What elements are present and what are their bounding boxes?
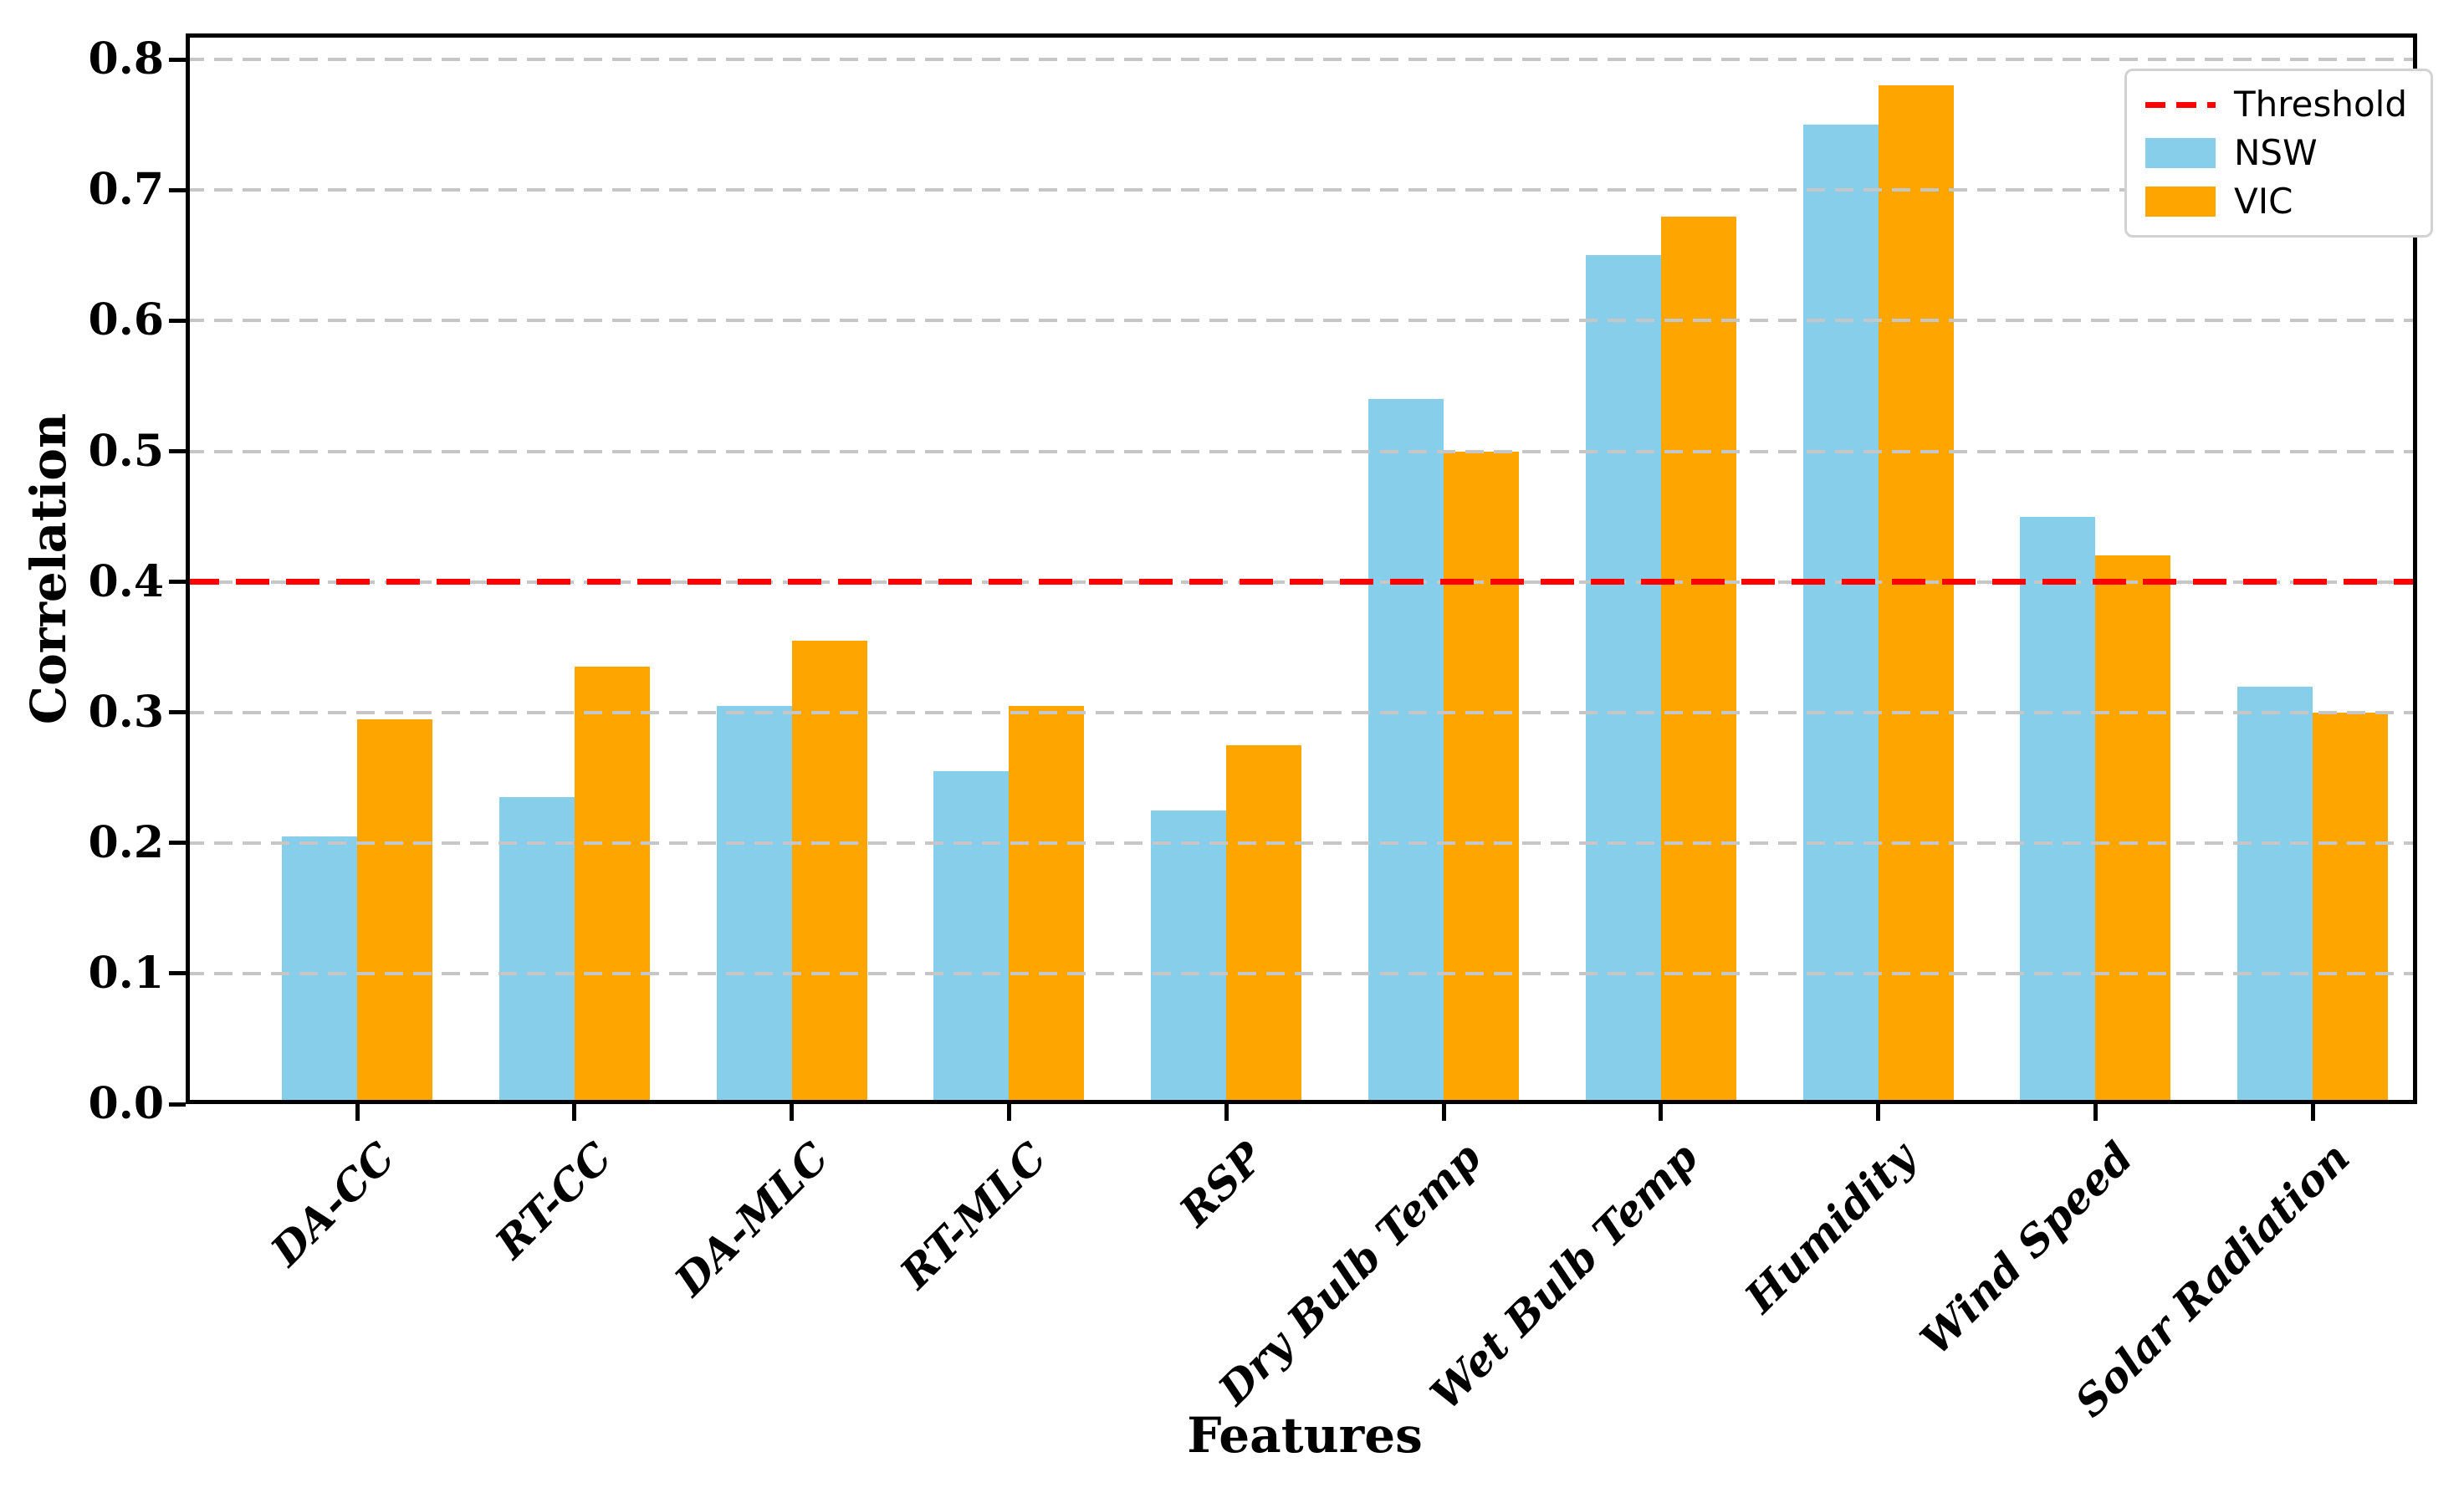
x-tick-5: [1224, 1104, 1229, 1121]
y-tick-0.4: [169, 580, 186, 585]
y-tick-label-0.2: 0.2: [88, 816, 164, 868]
bar-vic-solar-radiation: [2313, 712, 2389, 1104]
y-tick-label-0: 0.0: [88, 1078, 164, 1129]
bar-nsw-solar-radiation: [2237, 686, 2313, 1104]
x-tick-label-rt-cc: RT-CC: [485, 1133, 621, 1268]
x-tick-9: [2093, 1104, 2098, 1121]
x-tick-label-rsp: RSP: [1169, 1133, 1273, 1236]
x-tick-1: [355, 1104, 360, 1121]
legend-label-vic: VIC: [2234, 181, 2293, 222]
left-spine: [186, 33, 190, 1104]
bar-nsw-wind-speed: [2020, 516, 2096, 1104]
y-tick-0.6: [169, 318, 186, 323]
y-axis-label: Correlation: [20, 412, 77, 725]
right-spine: [2413, 33, 2417, 1104]
bar-nsw-rt-cc: [498, 797, 575, 1104]
y-tick-0.8: [169, 57, 186, 62]
legend-item-vic: VIC: [2145, 180, 2407, 223]
y-tick-0: [169, 1102, 186, 1107]
bar-vic-rsp: [1226, 744, 1302, 1104]
bar-vic-wind-speed: [2095, 555, 2171, 1104]
bar-vic-rt-mlc: [1009, 705, 1085, 1104]
y-tick-label-0.3: 0.3: [88, 686, 164, 738]
top-spine: [186, 33, 2417, 38]
x-tick-label-da-cc: DA-CC: [260, 1133, 404, 1276]
gridline-0.8: [186, 58, 2417, 62]
x-axis-line: [186, 1100, 2417, 1104]
legend: Threshold NSW VIC: [2124, 69, 2433, 238]
x-tick-label-da-mlc: DA-MLC: [665, 1133, 839, 1306]
y-tick-0.2: [169, 841, 186, 846]
gridline-0.7: [186, 188, 2417, 192]
x-tick-8: [1876, 1104, 1881, 1121]
y-tick-label-0.8: 0.8: [88, 33, 164, 85]
legend-item-threshold: Threshold: [2145, 83, 2407, 126]
gridline-0.3: [186, 710, 2417, 714]
bar-vic-da-mlc: [791, 640, 867, 1104]
vic-color-swatch-icon: [2145, 187, 2216, 217]
plot-area: [186, 33, 2417, 1104]
x-tick-label-wind-speed: Wind Speed: [1910, 1133, 2143, 1364]
nsw-color-swatch-icon: [2145, 138, 2216, 168]
bar-vic-wet-bulb-temp: [1660, 216, 1736, 1104]
gridline-0.5: [186, 449, 2417, 453]
bar-nsw-dry-bulb-temp: [1368, 399, 1444, 1104]
y-tick-label-0.7: 0.7: [88, 164, 164, 216]
bar-nsw-humidity: [1802, 125, 1879, 1104]
bar-vic-humidity: [1878, 85, 1954, 1104]
bar-nsw-rsp: [1151, 810, 1227, 1104]
legend-label-threshold: Threshold: [2234, 84, 2407, 125]
y-tick-label-0.1: 0.1: [88, 947, 164, 999]
bar-vic-rt-cc: [574, 667, 650, 1104]
y-tick-0.5: [169, 449, 186, 453]
legend-label-nsw: NSW: [2234, 132, 2318, 173]
y-tick-label-0.4: 0.4: [88, 555, 164, 607]
threshold-line-sample-icon: [2145, 101, 2216, 108]
threshold-line: [186, 579, 2417, 585]
x-axis-label: Features: [1187, 1407, 1423, 1464]
x-tick-7: [1659, 1104, 1664, 1121]
gridline-0.6: [186, 319, 2417, 323]
bar-nsw-rt-mlc: [933, 770, 1010, 1104]
x-tick-10: [2310, 1104, 2315, 1121]
y-tick-label-0.6: 0.6: [88, 294, 164, 346]
y-tick-label-0.5: 0.5: [88, 425, 164, 477]
y-tick-0.1: [169, 971, 186, 976]
x-tick-6: [1441, 1104, 1446, 1121]
x-tick-4: [1006, 1104, 1011, 1121]
gridline-0.2: [186, 841, 2417, 845]
y-tick-0.7: [169, 187, 186, 192]
x-tick-label-rt-mlc: RT-MLC: [890, 1133, 1056, 1298]
gridline-0.1: [186, 971, 2417, 975]
legend-item-nsw: NSW: [2145, 131, 2407, 175]
bar-nsw-da-mlc: [716, 705, 792, 1104]
x-tick-label-humidity: Humidity: [1735, 1133, 1925, 1322]
y-tick-0.3: [169, 710, 186, 715]
bar-vic-da-cc: [357, 718, 432, 1104]
bar-nsw-da-cc: [282, 836, 357, 1104]
bar-vic-dry-bulb-temp: [1444, 451, 1519, 1104]
x-tick-3: [790, 1104, 795, 1121]
bar-nsw-wet-bulb-temp: [1585, 255, 1661, 1104]
x-tick-2: [572, 1104, 577, 1121]
